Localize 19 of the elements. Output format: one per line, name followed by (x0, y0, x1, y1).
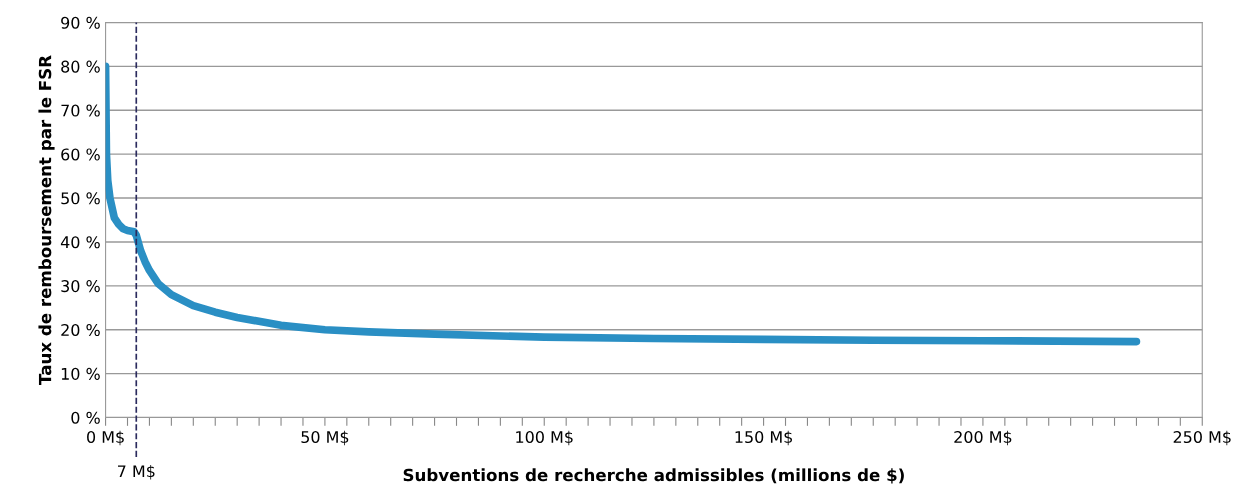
y-tick-label: 90 % (61, 16, 100, 29)
y-tick-label: 10 % (61, 367, 100, 380)
y-tick-label: 60 % (61, 148, 100, 161)
x-axis-title: Subventions de recherche admissibles (millions de $) (403, 468, 904, 484)
y-tick-label: 50 % (61, 192, 100, 205)
y-tick-label: 40 % (60, 236, 100, 249)
x-tick-label: 100 M$ (516, 430, 573, 446)
x-tick-label: 250 M$ (1173, 430, 1231, 446)
y-tick-label: 0 % (71, 411, 100, 424)
y-tick-label: 30 % (61, 280, 100, 293)
x-tick-label: 0 M$ (87, 430, 124, 446)
y-tick-label: 20 % (61, 323, 100, 337)
x-tick-label: 50 M$ (301, 430, 349, 446)
ref-line-label: 7 M$ (118, 464, 155, 480)
y-tick-label: 80 % (61, 60, 100, 73)
x-tick-label: 150 M$ (735, 430, 793, 446)
y-tick-label: 70 % (61, 104, 100, 117)
y-axis-title: Taux de remboursement par le FSR (38, 55, 55, 385)
x-tick-label: 200 M$ (954, 430, 1012, 446)
